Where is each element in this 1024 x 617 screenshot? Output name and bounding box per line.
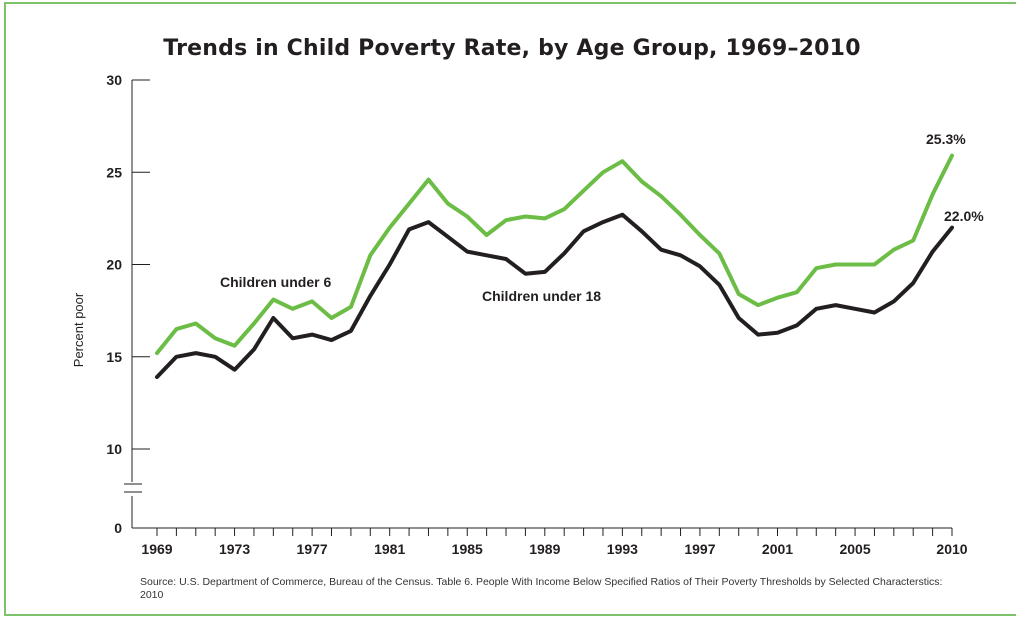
x-axis-ticks: 1969 1973 1977 1981 1985 1989 1993 1997 2001 2005… [141, 528, 968, 557]
x-tick-label: 1989 [529, 541, 560, 557]
end-value-under-6: 25.3% [926, 131, 966, 147]
chart-axes [124, 80, 952, 529]
y-axis-ticks: 30 25 20 15 10 0 [106, 72, 150, 536]
y-tick-label: 10 [106, 441, 122, 457]
label-children-under-6: Children under 6 [220, 274, 331, 290]
x-tick-label: 1985 [452, 541, 483, 557]
x-tick-label: 2001 [762, 541, 793, 557]
x-tick-label: 1997 [684, 541, 715, 557]
series-line-children-under-18 [155, 212, 954, 379]
label-children-under-18: Children under 18 [482, 288, 601, 304]
y-tick-label: 20 [106, 257, 122, 273]
x-tick-label: 1977 [297, 541, 328, 557]
series-lines [155, 153, 954, 379]
x-tick-label: 1969 [141, 541, 172, 557]
end-value-under-18: 22.0% [944, 208, 984, 224]
x-tick-label: 2010 [936, 541, 967, 557]
chart-title: Trends in Child Poverty Rate, by Age Gro… [163, 36, 861, 61]
y-tick-label: 0 [114, 520, 122, 536]
y-axis-label: Percent poor [71, 292, 86, 367]
series-line-children-under-6 [155, 153, 954, 356]
x-tick-label: 1973 [219, 541, 250, 557]
x-tick-label: 1993 [607, 541, 638, 557]
x-tick-label: 2005 [839, 541, 870, 557]
y-tick-label: 15 [106, 349, 122, 365]
source-note: Source: U.S. Department of Commerce, Bur… [140, 576, 943, 601]
chart-frame [4, 2, 1016, 616]
x-tick-label: 1981 [374, 541, 405, 557]
y-tick-label: 25 [106, 164, 122, 180]
y-tick-label: 30 [106, 72, 122, 88]
